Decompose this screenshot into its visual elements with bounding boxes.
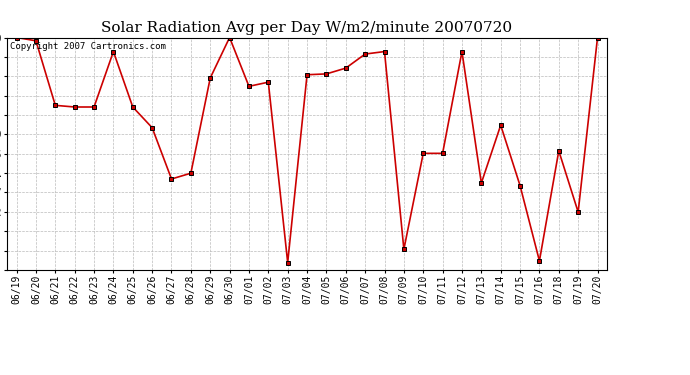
Title: Solar Radiation Avg per Day W/m2/minute 20070720: Solar Radiation Avg per Day W/m2/minute … — [101, 21, 513, 35]
Text: Copyright 2007 Cartronics.com: Copyright 2007 Cartronics.com — [10, 42, 166, 51]
